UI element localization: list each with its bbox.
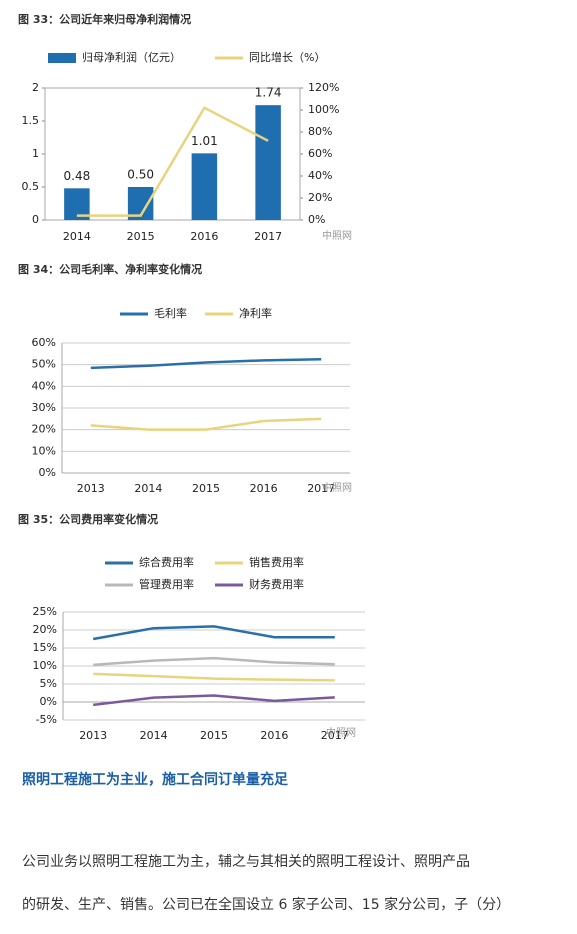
- y-tick-label: 1: [32, 147, 39, 160]
- y-tick-label: 20%: [33, 623, 57, 636]
- y-tick-label: -5%: [36, 713, 57, 726]
- watermark: 中照网: [322, 481, 352, 494]
- chart-title: 图 33：公司近年来归母净利润情况: [18, 12, 191, 26]
- data-label: 1.74: [255, 86, 282, 100]
- y2-tick-label: 0%: [308, 213, 325, 226]
- line-series: [76, 106, 269, 217]
- line-series: [93, 672, 335, 682]
- y-tick-label: 15%: [33, 641, 57, 654]
- chart-title: 图 34：公司毛利率、净利率变化情况: [18, 262, 202, 276]
- x-tick-label: 2013: [77, 482, 105, 495]
- y2-tick-label: 120%: [308, 81, 339, 94]
- legend-label: 综合费用率: [139, 555, 194, 569]
- legend-label: 净利率: [239, 306, 272, 320]
- y-tick-label: 0: [32, 213, 39, 226]
- line-series: [92, 625, 335, 641]
- x-tick-label: 2017: [321, 729, 349, 742]
- line-series: [90, 417, 322, 431]
- y-tick-label: 5%: [40, 677, 57, 690]
- plot-frame: [44, 87, 301, 221]
- legend-label: 同比增长（%）: [249, 50, 325, 64]
- x-tick-label: 2016: [250, 482, 278, 495]
- y-tick-label: 20%: [32, 423, 56, 436]
- data-label: 0.50: [127, 168, 154, 182]
- x-tick-label: 2017: [307, 482, 335, 495]
- y-tick-label: 10%: [33, 659, 57, 672]
- legend-label: 管理费用率: [139, 577, 194, 591]
- bar: [191, 153, 218, 220]
- x-tick-label: 2014: [140, 729, 168, 742]
- data-label: 0.48: [64, 169, 91, 183]
- y-tick-label: 0%: [40, 695, 57, 708]
- section-heading: 照明工程施工为主业，施工合同订单量充足: [22, 771, 289, 788]
- y-tick-label: 25%: [33, 605, 57, 618]
- watermark: 中照网: [322, 229, 352, 242]
- y-tick-label: 0.5: [22, 180, 40, 193]
- y-tick-label: 30%: [32, 401, 56, 414]
- y2-tick-label: 40%: [308, 169, 332, 182]
- data-label: 1.01: [191, 134, 218, 148]
- y-tick-label: 50%: [32, 358, 56, 371]
- y-tick-label: 40%: [32, 379, 56, 392]
- y-tick-label: 1.5: [22, 114, 40, 127]
- x-tick-label: 2015: [192, 482, 220, 495]
- line-series: [93, 656, 335, 667]
- legend-label: 销售费用率: [249, 555, 304, 569]
- y2-tick-label: 100%: [308, 103, 339, 116]
- x-tick-label: 2014: [63, 230, 91, 243]
- y2-tick-label: 80%: [308, 125, 332, 138]
- paragraph-line: 公司业务以照明工程施工为主，辅之与其相关的照明工程设计、照明产品: [22, 854, 470, 870]
- y-tick-label: 60%: [32, 336, 56, 349]
- chart-title: 图 35：公司费用率变化情况: [18, 512, 158, 526]
- y-tick-label: 2: [32, 81, 39, 94]
- paragraph-line: 的研发、生产、销售。公司已在全国设立 6 家子公司、15 家分公司，子（分）: [22, 896, 510, 913]
- line-series: [93, 694, 335, 707]
- x-tick-label: 2014: [134, 482, 162, 495]
- x-tick-label: 2016: [260, 729, 288, 742]
- watermark: 中照网: [326, 726, 356, 739]
- x-tick-label: 2017: [254, 230, 282, 243]
- bar: [255, 105, 281, 220]
- legend-label: 归母净利润（亿元）: [82, 50, 181, 64]
- legend-swatch: [48, 53, 76, 63]
- y-tick-label: 10%: [32, 444, 56, 457]
- line-series: [90, 358, 322, 370]
- y2-tick-label: 20%: [308, 191, 332, 204]
- x-tick-label: 2016: [190, 230, 218, 243]
- x-tick-label: 2015: [200, 729, 228, 742]
- y2-tick-label: 60%: [308, 147, 332, 160]
- x-tick-label: 2013: [79, 729, 107, 742]
- legend-label: 毛利率: [154, 306, 187, 320]
- x-tick-label: 2015: [127, 230, 155, 243]
- legend-label: 财务费用率: [249, 577, 304, 591]
- y-tick-label: 0%: [39, 466, 56, 479]
